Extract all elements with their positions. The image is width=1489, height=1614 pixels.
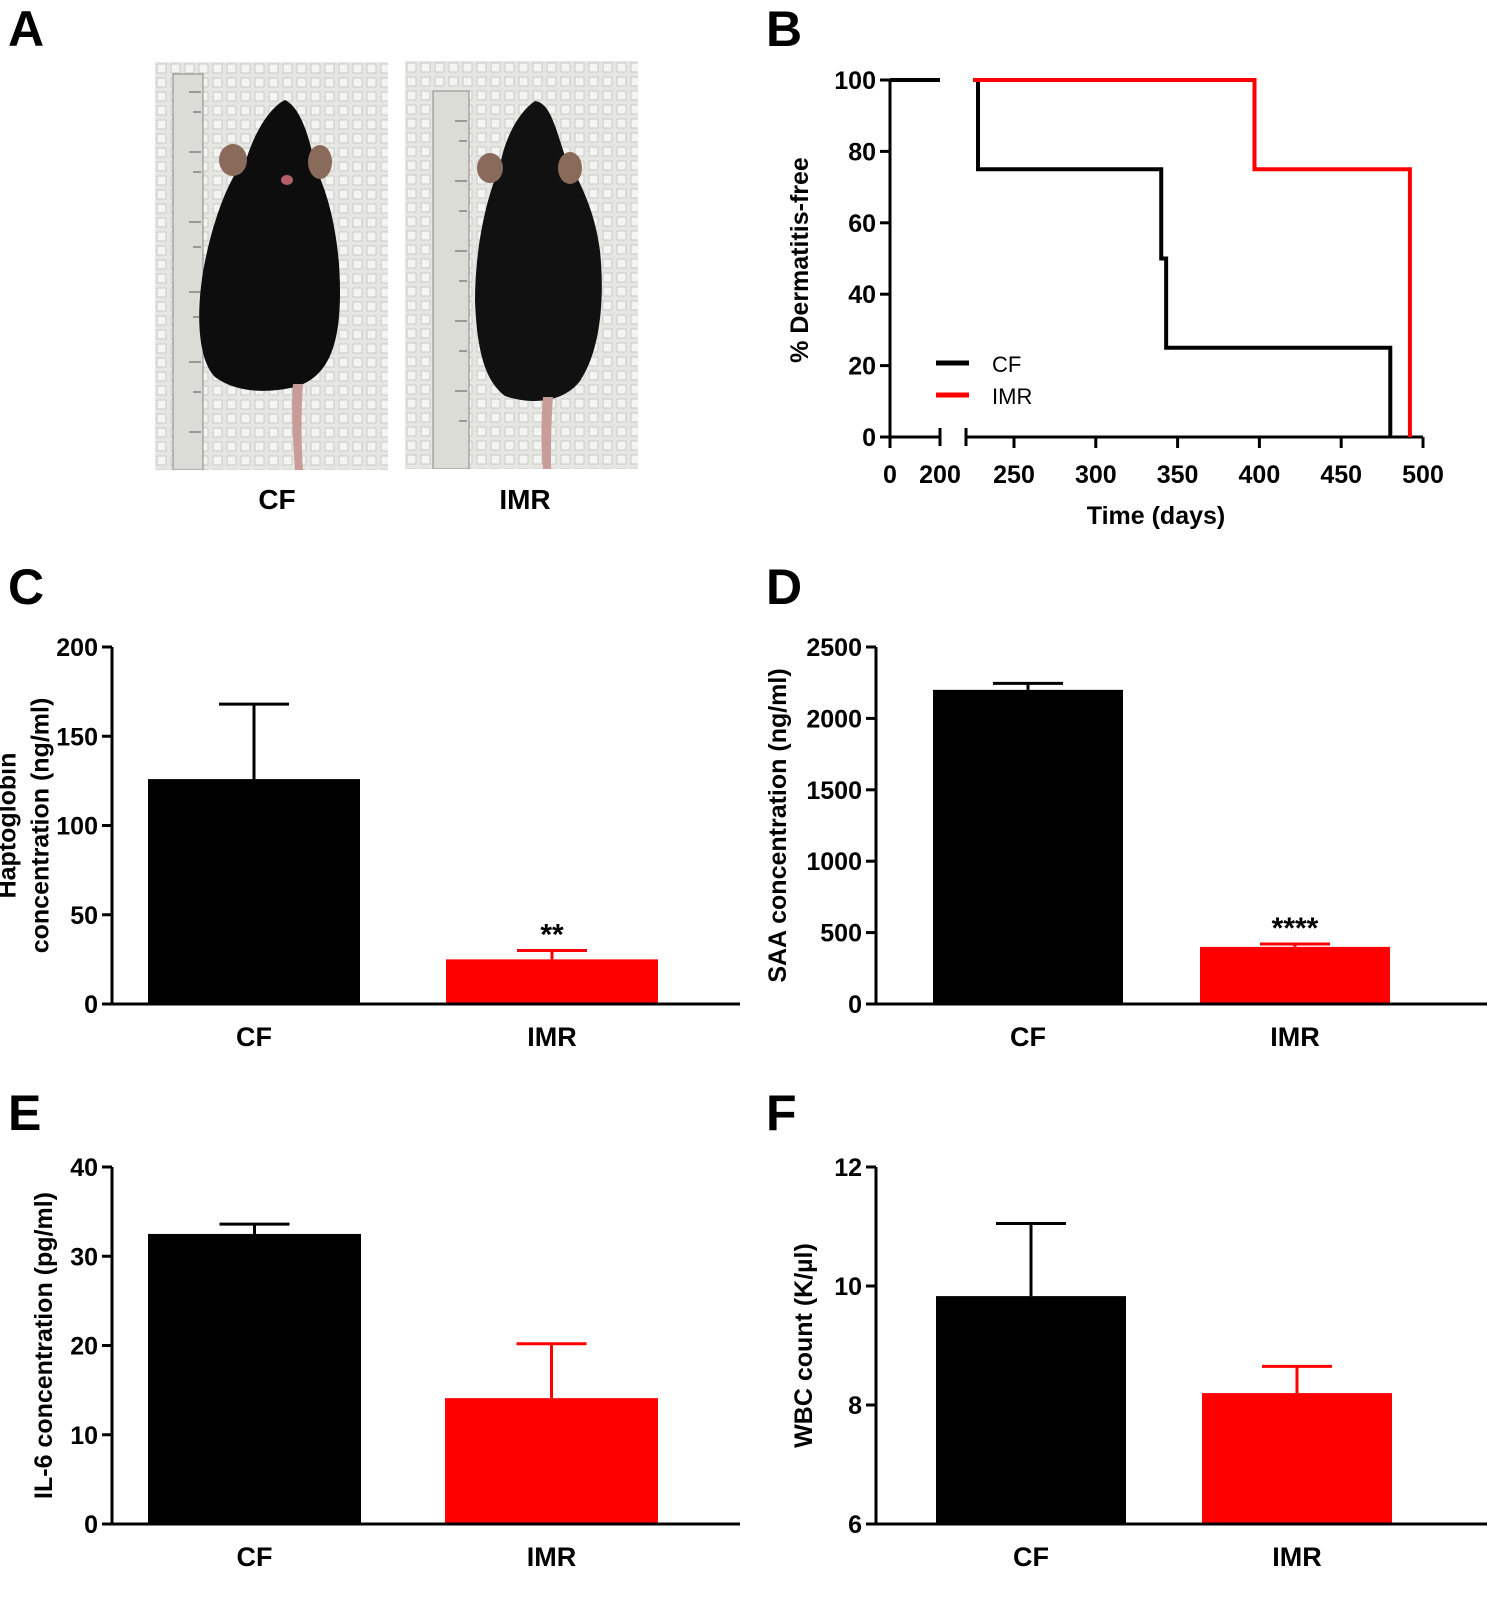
chart-d-saa: SAA concentration (ng/ml) CF **** IMR 0 500 10… (764, 634, 1487, 1052)
y-tick-label: 12 (834, 1154, 862, 1182)
mouse-ear (308, 145, 332, 179)
photo-label-cf: CF (258, 484, 296, 515)
bar-cf (936, 1296, 1126, 1524)
y-tick-label: 0 (862, 424, 876, 452)
mouse-photo-imr (405, 61, 638, 469)
mouse-body (199, 100, 340, 391)
mouse-ear (477, 153, 503, 183)
y-tick-label: 2500 (806, 634, 862, 662)
x-tick-label: 200 (919, 461, 961, 489)
chart-f-wbc: WBC count (K/µl) CF IMR 6 8 10 12 (790, 1154, 1487, 1572)
y-tick-label: 40 (848, 281, 876, 309)
significance-annotation: **** (1272, 912, 1319, 945)
x-tick-label: 300 (1075, 461, 1117, 489)
x-tick-label: 400 (1239, 461, 1281, 489)
x-tick-label-cf: CF (1013, 1542, 1049, 1572)
legend-label-cf: CF (992, 352, 1021, 377)
panel-letter-d: D (766, 559, 803, 615)
bar-cf (148, 779, 360, 1004)
y-tick-label: 20 (848, 353, 876, 381)
x-tick-label-imr: IMR (1272, 1542, 1322, 1572)
mouse-tail (541, 397, 553, 469)
mouse-ear (219, 144, 247, 176)
y-tick-label: 40 (70, 1154, 98, 1182)
y-tick-label: 50 (70, 902, 98, 930)
bar-imr (445, 1398, 658, 1524)
series-line-cf (973, 78, 1393, 437)
y-tick-label: 6 (848, 1511, 862, 1539)
series-line-imr (973, 78, 1412, 437)
chart-c-haptoglobin: Haptoglobin concentration (ng/ml) CF ** IMR 0… (0, 634, 740, 1052)
y-tick-label: 100 (56, 813, 98, 841)
x-axis-label: Time (days) (1087, 502, 1225, 530)
chart-b-dermatitis-survival: % Dermatitis-free Time (days) 0 20 40 60 80 1… (786, 67, 1444, 530)
x-tick-label: 450 (1320, 461, 1362, 489)
bar-imr (1200, 946, 1390, 1004)
y-axis-label: concentration (ng/ml) (27, 698, 55, 954)
x-tick-label-imr: IMR (1270, 1022, 1320, 1052)
mouse-ear (558, 152, 582, 184)
x-tick-label-imr: IMR (527, 1022, 577, 1052)
dermatitis-lesion (281, 175, 293, 185)
panel-letter-e: E (8, 1085, 42, 1141)
y-tick-label: 30 (70, 1243, 98, 1271)
y-tick-label: 1000 (806, 848, 862, 876)
y-axis-label: IL-6 concentration (pg/ml) (30, 1192, 58, 1499)
x-tick-label-cf: CF (236, 1022, 272, 1052)
legend-label-imr: IMR (992, 384, 1032, 409)
legend: CF IMR (936, 352, 1032, 409)
bar-imr (1202, 1393, 1392, 1524)
y-axis-label: Haptoglobin (0, 753, 22, 899)
y-tick-label: 1500 (806, 777, 862, 805)
y-tick-label: 80 (848, 138, 876, 166)
y-axis-label: SAA concentration (ng/ml) (764, 668, 792, 982)
x-tick-label-cf: CF (237, 1542, 273, 1572)
y-tick-label: 100 (834, 67, 876, 95)
y-tick-label: 10 (834, 1273, 862, 1301)
mouse-tail (292, 384, 303, 470)
y-tick-label: 10 (70, 1422, 98, 1450)
y-tick-label: 500 (820, 920, 862, 948)
chart-e-il6: IL-6 concentration (pg/ml) CF IMR 0 10 20 30 40 (30, 1154, 740, 1572)
y-tick-label: 150 (56, 723, 98, 751)
y-tick-label: 60 (848, 210, 876, 238)
mouse-photo-cf (155, 62, 388, 470)
panel-letter-b: B (766, 1, 803, 57)
y-axis-label: WBC count (K/µl) (790, 1243, 818, 1448)
bar-cf (148, 1233, 361, 1524)
x-tick-label-imr: IMR (527, 1542, 577, 1572)
significance-annotation: ** (540, 918, 564, 951)
x-tick-label: 0 (883, 461, 897, 489)
photo-cf-mouse (155, 62, 388, 470)
ruler-icon (172, 73, 204, 470)
y-tick-label: 0 (84, 991, 98, 1019)
bar-imr (446, 959, 658, 1004)
panel-letter-c: C (8, 559, 45, 615)
ruler-icon (432, 90, 470, 469)
y-axis-label: % Dermatitis-free (786, 157, 814, 363)
x-tick-label: 350 (1157, 461, 1199, 489)
y-tick-label: 20 (70, 1333, 98, 1361)
y-tick-label: 0 (848, 991, 862, 1019)
photo-imr-mouse (405, 61, 638, 469)
y-tick-label: 2000 (806, 705, 862, 733)
panel-letter-a: A (8, 1, 45, 57)
x-tick-label: 250 (993, 461, 1035, 489)
y-tick-label: 200 (56, 634, 98, 662)
photo-label-imr: IMR (499, 484, 551, 515)
y-tick-label: 0 (84, 1511, 98, 1539)
x-tick-label-cf: CF (1010, 1022, 1046, 1052)
y-tick-label: 8 (848, 1392, 862, 1420)
bar-cf (933, 689, 1123, 1004)
panel-letter-f: F (766, 1085, 797, 1141)
x-tick-label: 500 (1402, 461, 1444, 489)
